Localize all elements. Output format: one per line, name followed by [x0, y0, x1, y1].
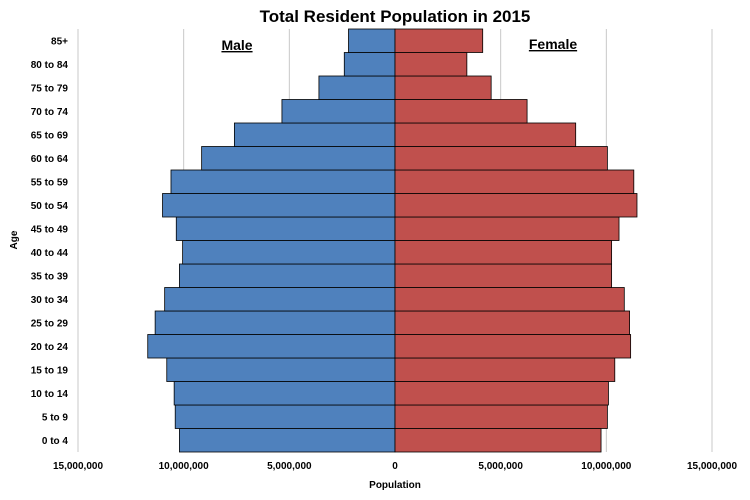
male-bar	[201, 146, 396, 171]
x-tick-label: 10,000,000	[581, 461, 631, 472]
x-tick-label: 15,000,000	[53, 461, 103, 472]
x-tick-label: 15,000,000	[687, 461, 737, 472]
female-bar	[394, 216, 620, 241]
male-bar	[233, 122, 396, 147]
male-bar	[348, 28, 396, 53]
y-tick-label: 40 to 44	[31, 248, 69, 259]
x-tick-label: 10,000,000	[159, 461, 209, 472]
male-bar	[162, 193, 396, 218]
y-tick-label: 10 to 14	[31, 389, 69, 400]
y-axis-label: Age	[9, 230, 20, 249]
female-bar	[394, 169, 635, 194]
female-bar	[394, 193, 638, 218]
x-axis-label: Population	[369, 480, 421, 491]
y-tick-label: 5 to 9	[42, 412, 69, 423]
x-tick-label: 5,000,000	[267, 461, 312, 472]
x-tick-labels: 15,000,000 10,000,000 5,000,000 0 5,000,000 1…	[53, 461, 737, 472]
female-bar	[394, 240, 613, 265]
y-tick-label: 45 to 49	[31, 224, 69, 235]
female-bar	[394, 381, 609, 406]
y-tick-label: 65 to 69	[31, 130, 69, 141]
female-bar	[394, 334, 632, 359]
male-bar	[164, 287, 396, 312]
female-bar	[394, 404, 608, 429]
y-tick-label: 60 to 64	[31, 154, 69, 165]
female-bar	[394, 263, 613, 288]
y-tick-label: 15 to 19	[31, 365, 69, 376]
legend-male: Male	[221, 37, 252, 53]
y-tick-label: 50 to 54	[31, 201, 69, 212]
male-bar	[281, 99, 396, 124]
male-bar	[179, 263, 396, 288]
male-bar	[147, 334, 396, 359]
female-bar	[394, 357, 616, 382]
female-bar	[394, 28, 484, 53]
male-bar	[182, 240, 396, 265]
y-tick-label: 70 to 74	[31, 107, 69, 118]
male-bar	[173, 381, 396, 406]
female-bar	[394, 428, 602, 453]
female-bars	[394, 28, 638, 453]
female-bar	[394, 122, 577, 147]
y-tick-label: 30 to 34	[31, 295, 69, 306]
y-tick-label: 75 to 79	[31, 83, 69, 94]
male-bar	[179, 428, 396, 453]
female-bar	[394, 287, 625, 312]
male-bar	[318, 75, 396, 100]
y-tick-label: 55 to 59	[31, 177, 69, 188]
male-bar	[174, 404, 396, 429]
y-tick-label: 0 to 4	[42, 436, 69, 447]
chart-title: Total Resident Population in 2015	[260, 7, 531, 26]
female-bar	[394, 310, 630, 335]
female-bar	[394, 75, 492, 100]
male-bar	[170, 169, 396, 194]
male-bar	[154, 310, 396, 335]
legend-female: Female	[529, 36, 577, 52]
male-bar	[166, 357, 396, 382]
x-tick-label: 0	[392, 461, 398, 472]
male-bar	[343, 52, 396, 77]
female-bar	[394, 146, 608, 171]
y-tick-label: 20 to 24	[31, 342, 69, 353]
y-tick-label: 80 to 84	[31, 60, 69, 71]
male-bars	[147, 28, 396, 453]
female-bar	[394, 99, 528, 124]
y-tick-label: 85+	[51, 36, 68, 47]
x-tick-label: 5,000,000	[478, 461, 523, 472]
y-tick-label: 25 to 29	[31, 318, 69, 329]
female-bar	[394, 52, 468, 77]
male-bar	[175, 216, 396, 241]
y-tick-label: 35 to 39	[31, 271, 69, 282]
y-tick-labels: 0 to 4 5 to 9 10 to 14 15 to 19 20 to 24 25 t…	[31, 36, 69, 447]
